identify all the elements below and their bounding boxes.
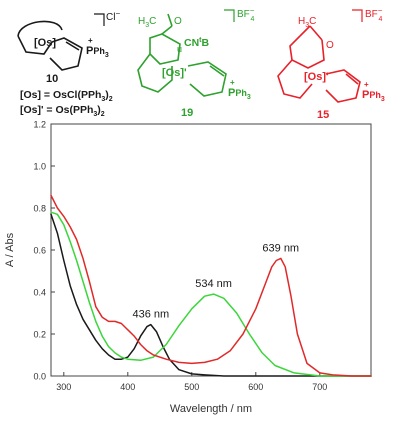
series-line-red [50,194,372,377]
structure-15-top-ring [289,35,325,69]
structure-10-double-bond [65,41,80,51]
structure-15-oxygen: O [326,40,334,51]
structure-10-plus: + [88,36,93,45]
structure-10-right-ring [49,37,83,71]
structure-10-bracket [94,13,105,26]
structure-15-counterion: BF− 4 [365,6,383,23]
series-line-green [50,211,372,377]
structure-10 [17,20,83,71]
y-tick-label: 0.0 [33,372,46,382]
peak-annotation: 436 nm [132,309,169,321]
series-layer [50,194,372,377]
structure-19-oxygen: O [174,16,182,27]
structure-15-plus: + [364,80,369,89]
structure-10-core: [Os] [34,37,56,49]
structure-19-bracket [224,9,235,22]
annotation-layer: 436 nm 534 nm 639 nm [132,242,299,320]
structure-10-bridge [17,20,63,37]
x-axis-label: Wavelength / nm [170,403,252,415]
structure-15-acetyl [299,25,323,41]
structure-19-left-ring [137,53,173,93]
structure-19-isonitrile: CNtB [184,37,210,49]
structure-19-core: [Os]' [162,67,187,79]
structure-19-substituent: PPh3 [228,87,251,101]
y-axis-ticks: 0.0 0.2 0.4 0.6 0.8 1.0 1.2 [33,120,55,382]
structure-19-methyl: H3C [138,16,156,29]
structure-19-counterion: BF− 4 [237,6,255,23]
structure-15-number: 15 [317,109,329,121]
structure-15-left-ring [277,59,313,99]
x-tick-label: 500 [184,382,199,392]
structure-19-double-bond [209,65,225,77]
structure-19-number: 19 [181,107,193,119]
y-tick-label: 1.0 [33,162,46,172]
peak-annotation: 534 nm [195,278,232,290]
y-tick-label: 1.2 [33,120,46,130]
series-line-black [50,213,372,377]
structure-15-double-bond [345,73,359,85]
x-axis-ticks: 300 400 500 600 700 [56,372,327,392]
structure-10-substituent: PPh3 [86,45,109,59]
plot-frame [50,123,372,377]
structure-15-substituent: PPh3 [362,89,385,103]
x-tick-label: 600 [248,382,263,392]
structure-19 [137,13,227,97]
structure-10-number: 10 [46,73,58,85]
y-tick-label: 0.2 [33,330,46,340]
structure-19-right-ring [187,61,227,97]
structure-19-acetyl [161,13,173,35]
structure-19-top-ring [149,33,181,65]
structure-10-counterion: Cl− [106,9,120,23]
peak-annotation: 639 nm [262,242,299,254]
os-definition-2: [Os]' = Os(PPh3)2 [20,104,105,118]
x-tick-label: 300 [56,382,71,392]
structure-15-right-ring [325,69,361,103]
y-tick-label: 0.8 [33,204,46,214]
y-tick-label: 0.6 [33,246,46,256]
structure-19-plus: + [230,78,235,87]
y-tick-label: 0.4 [33,288,46,298]
x-tick-label: 700 [312,382,327,392]
x-tick-label: 400 [120,382,135,392]
structure-19-isonitrile-u: u [177,44,182,54]
structure-10-left-ring [17,35,53,55]
structure-15 [277,25,361,103]
structure-15-bracket [352,9,363,22]
y-axis-label: A / Abs [4,232,16,267]
structure-15-methyl: H3C [298,16,316,29]
structure-15-core: [Os]' [304,71,329,83]
uv-vis-chart: 0.0 0.2 0.4 0.6 0.8 1.0 1.2 300 400 500 600 700 43… [4,120,372,415]
os-definition-1: [Os] = OsCl(PPh3)2 [20,89,113,103]
